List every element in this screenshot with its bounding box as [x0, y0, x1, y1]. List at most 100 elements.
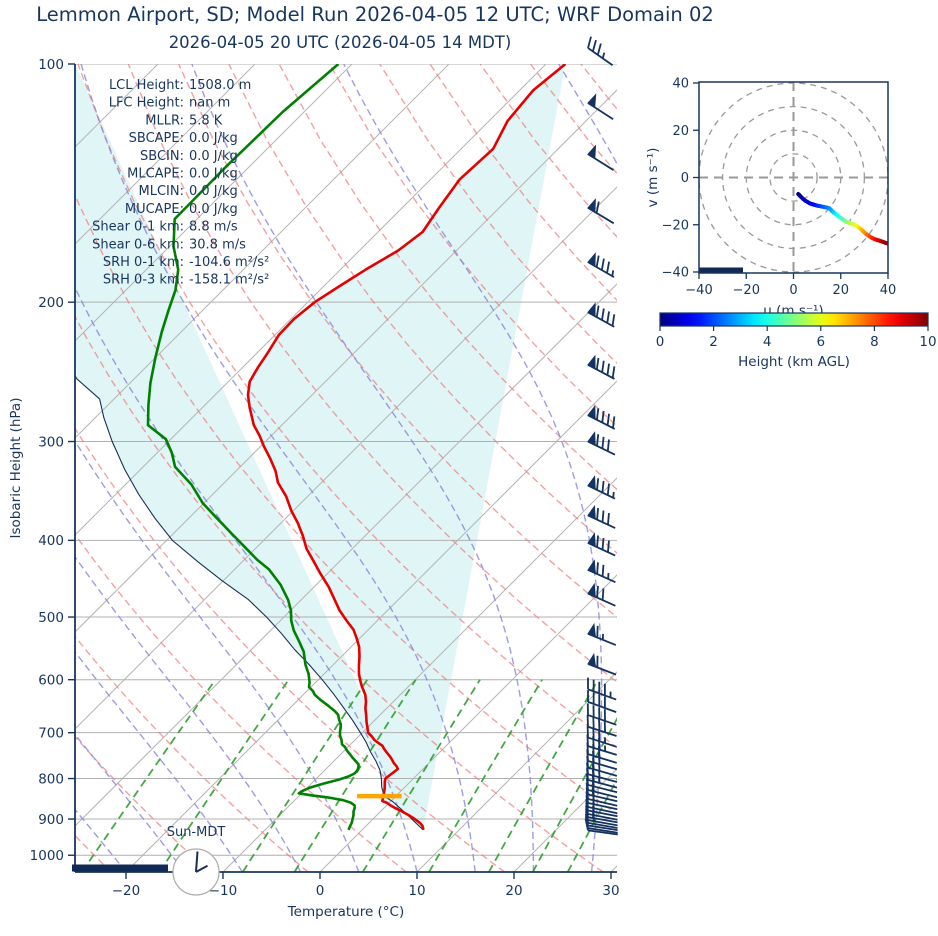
- pressure-tick-label: 400: [38, 533, 64, 549]
- index-label: MUCAPE:: [125, 202, 184, 217]
- pressure-tick-label: 800: [38, 771, 64, 787]
- colorbar-label: Height (km AGL): [738, 354, 850, 370]
- wind-barb: [587, 405, 616, 430]
- wind-barbs: [584, 36, 618, 836]
- index-value: 0.0 J/kg: [189, 184, 238, 199]
- hodo-y-label: v (m s⁻¹): [645, 148, 661, 208]
- colorbar-tick: 2: [709, 334, 718, 350]
- temperature-tick-label: −20: [112, 883, 141, 899]
- wind-barb: [587, 582, 616, 607]
- profile-curves: [75, 64, 567, 831]
- cin-shade-region: [75, 64, 566, 830]
- index-label: SRH 0-3 km:: [103, 273, 184, 288]
- pressure-tick-label: 600: [38, 672, 64, 688]
- pressure-tick-label: 200: [38, 295, 64, 311]
- range-ring: [769, 153, 818, 202]
- wind-barb: [587, 93, 614, 121]
- temperature-tick-label: 10: [408, 883, 425, 899]
- index-value: 30.8 m/s: [189, 237, 246, 252]
- colorbar-tick: 6: [817, 334, 826, 350]
- parcel-profile-line: [75, 374, 424, 831]
- colorbar-tick: 0: [656, 334, 665, 350]
- hodo-u-tick: −40: [685, 283, 712, 298]
- wind-barb: [587, 252, 615, 278]
- colorbar-tick: 4: [763, 334, 772, 350]
- index-value: nan m: [189, 96, 230, 111]
- index-value: 0.0 J/kg: [189, 131, 238, 146]
- pressure-tick-label: 700: [38, 725, 64, 741]
- index-value: -104.6 m²/s²: [189, 255, 269, 270]
- pressure-tick-label: 300: [38, 434, 64, 450]
- wind-barb: [587, 504, 616, 529]
- index-label: LCL Height:: [109, 78, 184, 93]
- index-value: -158.1 m²/s²: [189, 273, 269, 288]
- index-value: 0.0 J/kg: [189, 149, 238, 164]
- wind-barb: [587, 302, 616, 328]
- x-axis-label: Temperature (°C): [287, 904, 405, 920]
- colorbar-tick: 10: [919, 334, 936, 350]
- indices-annotations: LCL Height: 1508.0 m LFC Height: nan m MLLR:…: [92, 78, 269, 288]
- index-label: LFC Height:: [109, 96, 184, 111]
- wind-barb: [587, 475, 616, 500]
- height-colorbar: 0 2 4 6 8 10 Height (km AGL): [656, 312, 937, 370]
- temperature-tick-label: −10: [209, 883, 238, 899]
- index-label: SRH 0-1 km:: [103, 255, 184, 270]
- pressure-tick-label: 900: [38, 812, 64, 828]
- index-label: Shear 0-1 km:: [92, 220, 184, 235]
- hodo-u-tick: 0: [789, 283, 797, 298]
- wind-barb: [587, 622, 617, 646]
- colorbar-tick: 8: [870, 334, 879, 350]
- skewt-axes: 100 200 300 400 500 600 700 800 900 1000 −20 −10 0 10…: [8, 57, 620, 920]
- hodo-v-tick: 40: [672, 77, 689, 92]
- hodo-v-tick: −20: [662, 218, 689, 233]
- wind-barb: [587, 431, 616, 456]
- index-value: 0.0 J/kg: [189, 202, 238, 217]
- wind-barb: [584, 818, 618, 836]
- night-period-bar: [72, 864, 168, 872]
- colorbar-gradient: [659, 312, 929, 327]
- index-label: SBCAPE:: [129, 131, 184, 146]
- index-value: 1508.0 m: [189, 78, 251, 93]
- wind-barb: [587, 652, 617, 676]
- hodo-v-tick: −40: [662, 266, 689, 281]
- hodo-v-tick: 20: [672, 124, 689, 139]
- index-value: 8.8 m/s: [189, 220, 238, 235]
- index-label: SBCIN:: [140, 149, 184, 164]
- time-of-day-indicator: Sun-MDT: [72, 825, 226, 896]
- temperature-tick-label: 30: [602, 883, 619, 899]
- hodo-v-tick: 0: [681, 171, 689, 186]
- wind-barb: [587, 198, 615, 225]
- figure-title: Lemmon Airport, SD; Model Run 2026-04-05…: [36, 3, 714, 26]
- wind-barb: [587, 354, 616, 380]
- wind-barb: [586, 703, 617, 726]
- pressure-tick-label: 1000: [30, 848, 64, 864]
- hodo-night-bar: [699, 267, 743, 273]
- index-value: 0.0 J/kg: [189, 167, 238, 182]
- wind-barb: [587, 559, 616, 584]
- y-axis-label: Isobaric Height (hPa): [8, 398, 24, 539]
- wind-barb: [587, 144, 614, 171]
- index-label: MLCAPE:: [127, 167, 184, 182]
- wind-barb: [587, 532, 616, 557]
- hodo-u-tick: 20: [832, 283, 849, 298]
- wind-barb: [587, 690, 617, 713]
- temperature-curve: [246, 64, 567, 830]
- pressure-tick-label: 500: [38, 610, 64, 626]
- index-label: MLLR:: [145, 113, 184, 128]
- index-value: 5.8 K: [189, 113, 223, 128]
- hodo-u-tick: 40: [880, 283, 897, 298]
- temperature-tick-label: 20: [505, 883, 522, 899]
- dewpoint-curve: [146, 64, 360, 831]
- wind-barb: [587, 677, 617, 701]
- sun-timezone-label: Sun-MDT: [167, 825, 226, 840]
- index-label: Shear 0-6 km:: [92, 237, 184, 252]
- index-label: MLCIN:: [139, 184, 184, 199]
- hodo-u-tick: −20: [733, 283, 760, 298]
- valid-time-subtitle: 2026-04-05 20 UTC (2026-04-05 14 MDT): [168, 33, 512, 52]
- wind-barb: [587, 36, 614, 66]
- temperature-tick-label: 0: [316, 883, 325, 899]
- pressure-tick-label: 100: [38, 57, 64, 73]
